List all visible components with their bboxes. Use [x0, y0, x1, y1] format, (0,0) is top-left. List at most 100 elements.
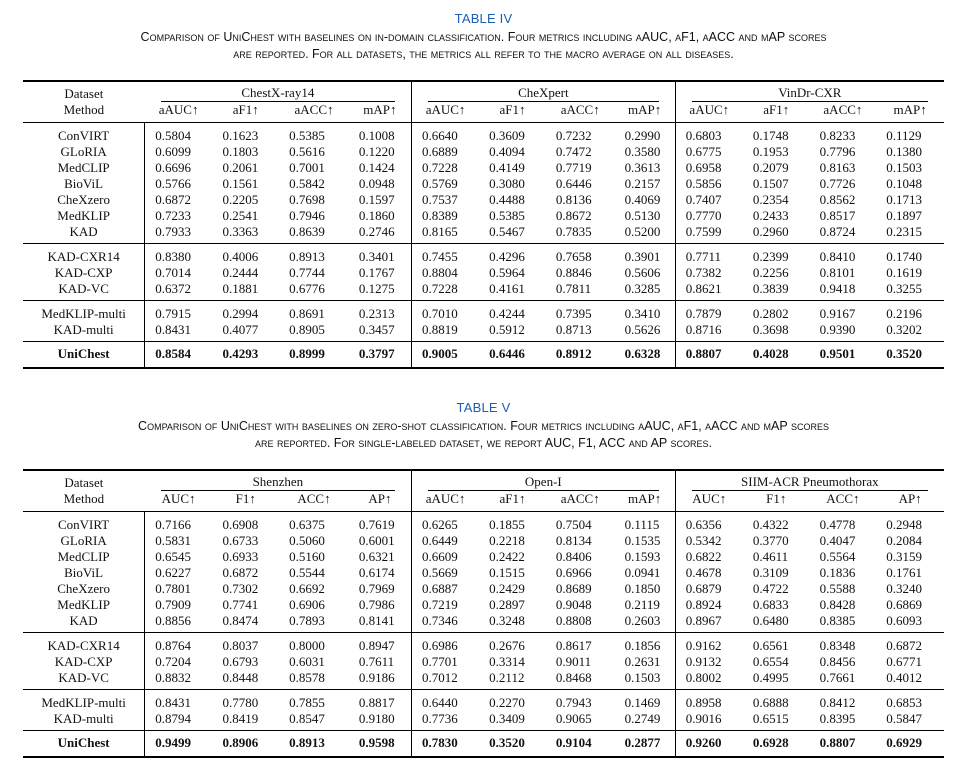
group-name: CheXpert	[427, 85, 659, 102]
metric-value: 0.2218	[489, 533, 525, 548]
metric-value: 0.6887	[410, 581, 480, 597]
metric-value: 0.7698	[289, 192, 325, 207]
table-row: BioViL 0.5766 0.1561 0.5842 0.0948 0.5769 0.30…	[23, 176, 944, 192]
metric-value: 0.2960	[742, 224, 810, 244]
group-name: Shenzhen	[160, 474, 395, 491]
method-name: KAD-CXP	[54, 654, 113, 669]
metric-value: 0.1503	[614, 670, 676, 690]
metric-value: 0.2990	[624, 128, 661, 143]
metric-value: 0.8819	[410, 322, 480, 342]
metric-header: aACC↑	[279, 102, 349, 123]
metric-value: 0.5342	[674, 533, 743, 549]
metric-value: 0.9167	[819, 306, 856, 321]
metric-value: 0.2994	[222, 306, 259, 321]
metric-value: 0.7001	[289, 160, 325, 175]
metric-value: 0.4322	[752, 517, 789, 532]
metric-header: aAUC↑	[674, 102, 743, 123]
metric-value: 0.7801	[144, 581, 213, 597]
metric-value: 0.4293	[222, 346, 259, 361]
metric-header: aAUC↑	[410, 491, 480, 512]
metric-value: 0.7796	[819, 144, 856, 159]
metric-value: 0.1740	[886, 249, 922, 264]
metric-value: 0.3401	[358, 249, 395, 264]
metric-value: 0.7204	[144, 654, 213, 670]
metric-value: 0.6966	[555, 565, 592, 580]
metric-value: 0.8380	[144, 243, 213, 265]
metric-value: 0.2746	[348, 224, 412, 244]
metric-value: 0.7455	[410, 243, 480, 265]
table-row: GLoRIA 0.5831 0.6733 0.5060 0.6001 0.6449 0.22…	[23, 533, 944, 549]
table4-caption-line1: Comparison of UniChest with baselines on…	[140, 30, 827, 44]
metric-header: aF1↑	[479, 102, 546, 123]
metric-value: 0.7744	[289, 265, 325, 280]
metric-value: 0.1597	[358, 192, 395, 207]
group-header: SIIM-ACR Pneumothorax	[674, 470, 944, 491]
metric-header: mAP↑	[876, 102, 944, 123]
metric-value: 0.1623	[222, 128, 259, 143]
method-name: MedKLIP	[57, 597, 110, 612]
metric-value: 0.1953	[752, 144, 789, 159]
metric-value: 0.6833	[752, 597, 789, 612]
metric-value: 0.8389	[410, 208, 480, 224]
method-name: CheXzero	[57, 192, 110, 207]
metric-value: 0.7228	[410, 160, 480, 176]
metric-value: 0.2631	[624, 654, 661, 669]
metric-value: 0.5060	[289, 533, 325, 548]
metric-value: 0.8136	[555, 192, 592, 207]
metric-value: 0.8431	[144, 322, 213, 342]
group-name: ChestX-ray14	[160, 85, 395, 102]
metric-value: 0.3248	[479, 613, 546, 633]
table4: Dataset ChestX-ray14 CheXpert VinDr-CXR Meth…	[23, 80, 944, 369]
metric-value: 0.8431	[144, 689, 213, 711]
table-row: MedKLIP-multi 0.8431 0.7780 0.7855 0.8817 0.6…	[23, 689, 944, 711]
metric-value: 0.3520	[886, 346, 922, 361]
metric-value: 0.9499	[144, 730, 213, 757]
metric-value: 0.4995	[742, 670, 810, 690]
method-name: MedKLIP-multi	[41, 306, 126, 321]
table-row: CheXzero 0.7801 0.7302 0.6692 0.7969 0.6887 0.…	[23, 581, 944, 597]
metric-header: aF1↑	[212, 102, 280, 123]
metric-value: 0.5669	[410, 565, 480, 581]
metric-value: 0.7780	[222, 695, 259, 710]
metric-value: 0.6031	[289, 654, 325, 669]
method-name: KAD	[23, 224, 145, 244]
metric-value: 0.4678	[674, 565, 743, 581]
metric-value: 0.3901	[624, 249, 661, 264]
metric-value: 0.3797	[358, 346, 395, 361]
metric-value: 0.8474	[212, 613, 280, 633]
table-row: GLoRIA 0.6099 0.1803 0.5616 0.1220 0.6889 0.40…	[23, 144, 944, 160]
metric-header: mAP↑	[614, 491, 676, 512]
metric-value: 0.7166	[144, 511, 213, 533]
metric-value: 0.6872	[144, 192, 213, 208]
metric-value: 0.2948	[886, 517, 922, 532]
metric-value: 0.2897	[489, 597, 525, 612]
metric-value: 0.5804	[144, 122, 213, 144]
metric-value: 0.2119	[624, 597, 660, 612]
metric-value: 0.1803	[222, 144, 259, 159]
metric-value: 0.6933	[222, 549, 259, 564]
method-name: CheXzero	[57, 581, 110, 596]
metric-value: 0.7504	[555, 517, 592, 532]
head-dataset: Dataset	[64, 85, 104, 101]
metric-value: 0.8924	[674, 597, 743, 613]
metric-value: 0.6986	[410, 632, 480, 654]
metric-value: 0.1561	[222, 176, 259, 191]
method-name: GLoRIA	[60, 144, 107, 159]
metric-value: 0.9132	[674, 654, 743, 670]
method-name: KAD-VC	[23, 670, 145, 690]
table-row: BioViL 0.6227 0.6872 0.5544 0.6174 0.5669 0.15…	[23, 565, 944, 581]
metric-value: 0.8724	[809, 224, 877, 244]
metric-value: 0.7969	[358, 581, 395, 596]
metric-value: 0.6545	[144, 549, 213, 565]
metric-value: 0.1593	[624, 549, 661, 564]
metric-value: 0.5385	[289, 128, 325, 143]
metric-value: 0.6321	[358, 549, 395, 564]
metric-value: 0.6446	[489, 346, 525, 361]
metric-value: 0.7943	[555, 695, 592, 710]
metric-value: 0.6879	[674, 581, 743, 597]
metric-value: 0.8672	[555, 208, 592, 223]
metric-value: 0.8906	[222, 735, 259, 750]
metric-value: 0.6561	[752, 638, 789, 653]
metric-value: 0.2084	[886, 533, 922, 548]
method-name: ConVIRT	[58, 517, 110, 532]
